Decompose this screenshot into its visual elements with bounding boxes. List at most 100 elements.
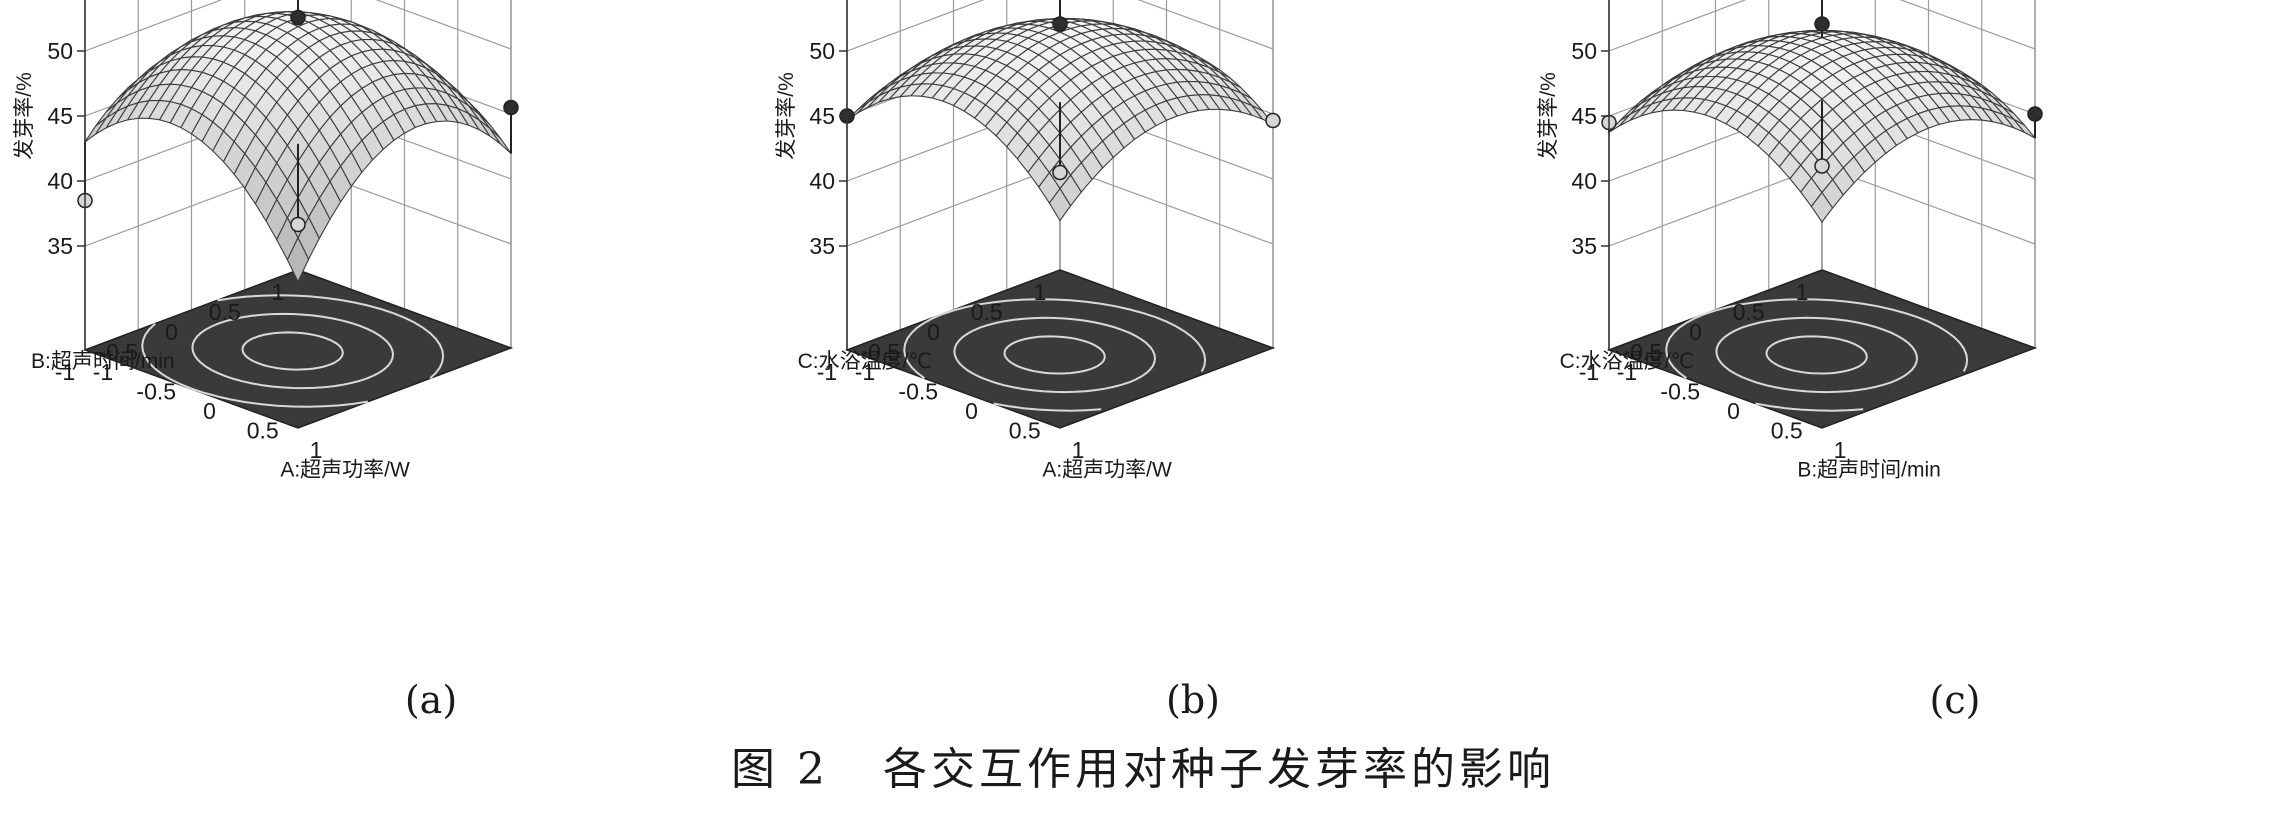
z-axis: 3540455055发芽率/% [1537, 0, 1610, 350]
y-tick-label: -0.5 [1622, 339, 1662, 365]
x-axis-title: A:超声功率/W [1042, 458, 1172, 481]
floor-contours [1665, 298, 1969, 412]
x-tick-label: -0.5 [898, 379, 938, 405]
x-axis: -1 -0.5 0 0.5 1B:超声时间/min [1617, 359, 1941, 481]
y-tick-label: 0 [1689, 319, 1702, 345]
x-axis-title: B:超声时间/min [1797, 458, 1941, 481]
x-tick-label: 0 [1727, 398, 1740, 424]
x-tick-label: -0.5 [136, 379, 176, 405]
y-tick-label: -0.5 [98, 339, 138, 365]
contour-line [191, 312, 395, 390]
x-tick-label: 0 [965, 398, 978, 424]
y-tick-label: 0 [927, 319, 940, 345]
y-tick-label: 0 [165, 319, 178, 345]
contour-line [903, 298, 1207, 379]
x-axis-title: A:超声功率/W [280, 458, 410, 481]
response-surface [1608, 29, 2036, 223]
contour-line [1003, 335, 1106, 375]
x-tick-label: 0.5 [1009, 418, 1041, 444]
design-points [1601, 0, 2043, 174]
y-tick-label: 0.5 [971, 299, 1003, 325]
design-point [503, 99, 519, 116]
y-tick-label: 0.5 [209, 299, 241, 325]
y-tick-label: 1 [272, 279, 285, 305]
x-axis: -1 -0.5 0 0.5 1A:超声功率/W [855, 359, 1172, 481]
z-tick-label: 35 [47, 233, 73, 259]
y-tick-label: 0.5 [1733, 299, 1765, 325]
y-axis: -1-0.500.51C:水浴温度/℃ [798, 279, 1047, 385]
z-axis: 3540455055发芽率/% [775, 0, 848, 350]
wall-gridline [1608, 0, 2036, 52]
y-tick-label: 1 [1796, 279, 1809, 305]
z-tick-label: 50 [809, 38, 835, 64]
contour-line [1665, 298, 1969, 379]
z-tick-label: 40 [809, 168, 835, 194]
floor [844, 269, 1276, 429]
x-tick-label: 1 [1834, 437, 1847, 463]
y-tick-label: -0.5 [860, 339, 900, 365]
contour-line [993, 402, 1102, 412]
x-axis: -1 -0.5 0 0.5 1A:超声功率/W [93, 359, 410, 481]
z-tick-label: 45 [47, 103, 73, 129]
design-point [1814, 16, 1830, 32]
wall-gridline [84, 0, 512, 52]
z-tick-label: 40 [1571, 168, 1597, 194]
z-axis-title: 发芽率/% [13, 72, 36, 160]
x-tick-label: -1 [1617, 359, 1637, 385]
contour-line [1755, 402, 1864, 412]
contour-line [217, 294, 445, 380]
design-point [290, 9, 306, 26]
z-tick-label: 45 [1571, 103, 1597, 129]
design-point [290, 216, 306, 233]
surface-plot-a: 3540455055发芽率/%-1-0.500.51A:超声功率/W-1-0.5… [13, 0, 519, 481]
z-axis-title: 发芽率/% [775, 72, 798, 160]
surface-cell [1810, 191, 1834, 223]
x-tick-label: -1 [93, 359, 113, 385]
z-tick-label: 40 [47, 168, 73, 194]
contour-line [953, 316, 1157, 394]
z-tick-label: 35 [809, 233, 835, 259]
response-surface [846, 17, 1274, 222]
floor-contours [141, 294, 445, 408]
panel-a: 3540455055发芽率/%-1-0.500.51A:超声功率/W-1-0.5… [0, 0, 762, 740]
contour-line [1765, 335, 1868, 375]
x-tick-label: 0 [203, 398, 216, 424]
design-point [1814, 158, 1830, 174]
z-tick-label: 50 [47, 38, 73, 64]
z-tick-label: 50 [1571, 38, 1597, 64]
floor-contours [903, 298, 1207, 412]
x-tick-label: 1 [1072, 437, 1085, 463]
contour-line [141, 322, 369, 408]
figure-caption: 图 2 各交互作用对种子发芽率的影响 [731, 744, 1555, 795]
surface-plot-b: 3540455055发芽率/%-1-0.500.51A:超声功率/W-1-0.5… [775, 0, 1281, 481]
z-tick-label: 45 [809, 103, 835, 129]
z-axis-title: 发芽率/% [1537, 72, 1560, 160]
panel-label-c: (c) [1929, 678, 1981, 722]
x-tick-label: 0.5 [1771, 418, 1803, 444]
y-axis-title: B:超声时间/min [31, 350, 175, 373]
floor [1606, 269, 2038, 429]
design-point [2027, 106, 2043, 122]
design-point [1052, 16, 1068, 32]
surface-cell [1048, 187, 1072, 222]
y-axis: -1-0.5 0 0.5 1 C:水浴温度/℃ [1560, 279, 1809, 385]
y-axis-title: C:水浴温度/℃ [798, 350, 932, 373]
y-axis-title: C:水浴温度/℃ [1560, 350, 1694, 373]
y-tick-label: -1 [817, 359, 837, 385]
y-axis: -1-0.500.51B:超声时间/min [31, 279, 284, 385]
panel-b: 3540455055发芽率/%-1-0.500.51A:超声功率/W-1-0.5… [762, 0, 1524, 740]
x-tick-label: 0.5 [247, 418, 279, 444]
wall-gridline [846, 0, 1274, 52]
panel-label-b: (b) [1166, 678, 1220, 722]
x-tick-label: -0.5 [1660, 379, 1700, 405]
surface-cell [286, 236, 310, 283]
surface-plot-c: 3540455055发芽率/%-1-0.500.51B:超声时间/min-1-0… [1537, 0, 2043, 481]
y-tick-label: -1 [55, 359, 75, 385]
design-points [77, 0, 519, 233]
contour-line [1715, 316, 1919, 394]
x-tick-label: -1 [855, 359, 875, 385]
y-tick-label: 1 [1034, 279, 1047, 305]
design-point [1052, 164, 1068, 181]
response-surface [84, 11, 512, 283]
